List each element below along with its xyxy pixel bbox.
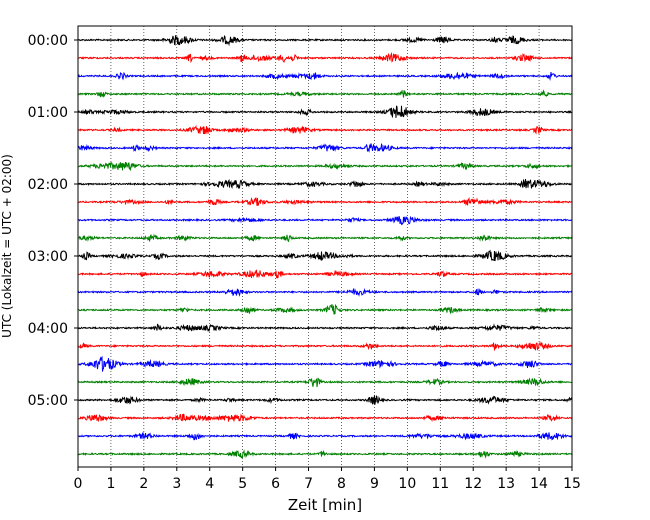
trace-0145	[77, 161, 573, 172]
x-tick-label: 15	[563, 476, 581, 492]
x-tick-label: 14	[530, 476, 548, 492]
y-tick-label: 05:00	[28, 393, 68, 409]
x-tick-label: 11	[431, 476, 449, 492]
x-axis: 0 1 2 3 4 5 6 7 8 9 10 11 12 13 14 15	[74, 467, 581, 492]
x-tick-label: 5	[238, 476, 247, 492]
x-axis-label: Zeit [min]	[288, 496, 362, 514]
y-tick-label: 02:00	[28, 177, 68, 193]
trace-0445	[77, 377, 573, 388]
trace-0200	[77, 178, 573, 190]
plot-frame	[77, 25, 573, 468]
trace-0530	[77, 431, 573, 441]
trace-0345	[77, 303, 573, 315]
y-tick-label: 01:00	[28, 105, 68, 121]
trace-0100	[77, 105, 573, 119]
trace-0545	[77, 449, 573, 460]
x-tick-label: 0	[74, 476, 83, 492]
y-tick-label: 04:00	[28, 321, 68, 337]
trace-0330	[77, 287, 573, 297]
trace-0030	[77, 71, 573, 81]
x-tick-label: 6	[271, 476, 280, 492]
x-tick-label: 12	[464, 476, 482, 492]
trace-0400	[77, 323, 573, 333]
trace-0315	[77, 269, 573, 279]
x-tick-label: 7	[304, 476, 313, 492]
trace-0500	[77, 395, 573, 405]
trace-0245	[77, 233, 573, 243]
trace-0515	[77, 413, 573, 423]
x-tick-label: 2	[139, 476, 148, 492]
trace-0415	[77, 340, 573, 352]
trace-0300	[77, 249, 573, 262]
trace-0215	[77, 196, 573, 206]
y-tick-label: 00:00	[28, 33, 68, 49]
x-tick-label: 4	[205, 476, 214, 492]
y-axis-label: UTC (Lokalzeit = UTC + 02:00)	[0, 154, 14, 338]
traces	[77, 35, 573, 460]
y-tick-label: 03:00	[28, 249, 68, 265]
x-tick-label: 8	[337, 476, 346, 492]
trace-0430	[77, 355, 573, 372]
trace-0130	[77, 142, 573, 153]
x-tick-label: 10	[398, 476, 416, 492]
x-tick-label: 1	[106, 476, 115, 492]
trace-0045	[77, 89, 573, 98]
x-tick-label: 9	[370, 476, 379, 492]
trace-0230	[77, 215, 573, 226]
trace-0115	[77, 124, 573, 135]
y-axis: 00:00 01:00 02:00 03:00 04:00 05:00	[28, 33, 78, 409]
trace-0015	[77, 52, 573, 64]
trace-0000	[77, 35, 573, 47]
x-tick-label: 3	[172, 476, 181, 492]
x-tick-label: 13	[497, 476, 515, 492]
